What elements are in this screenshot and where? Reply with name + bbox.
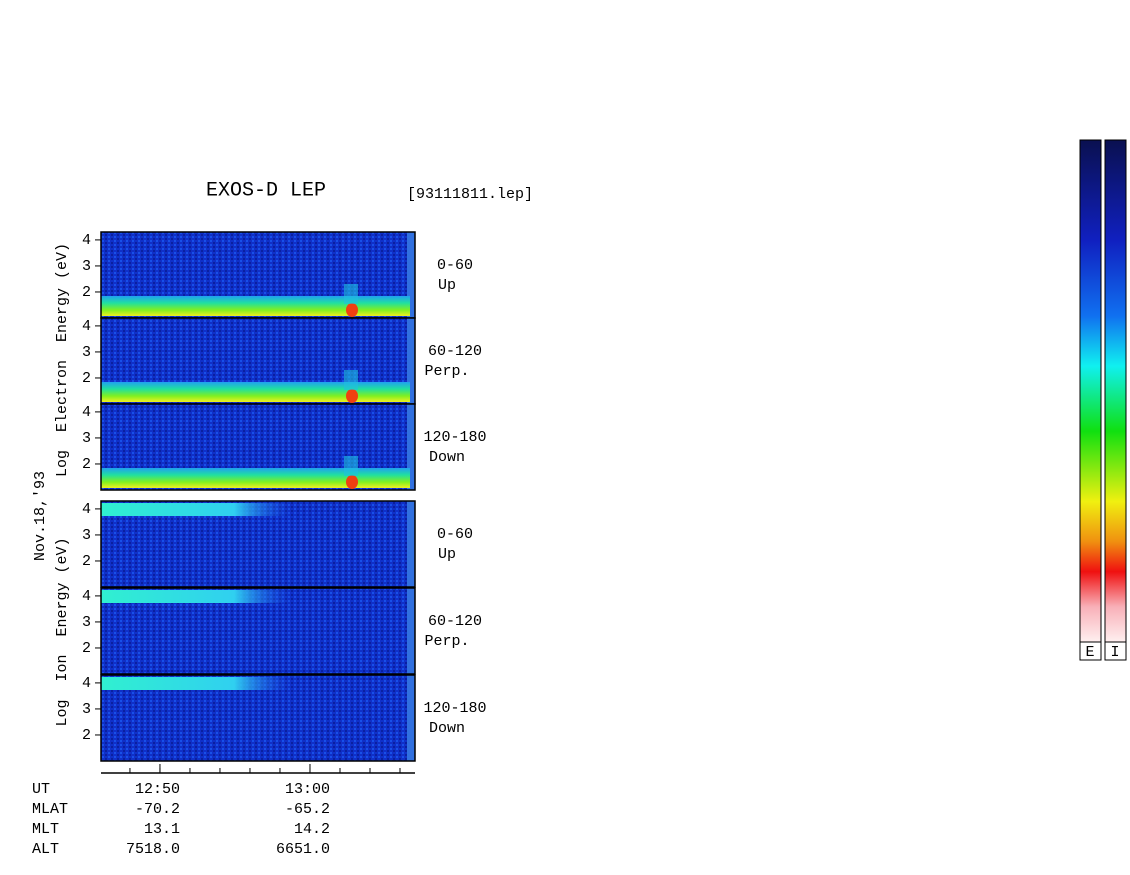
hotspot-column (344, 284, 358, 304)
ion-band (101, 503, 291, 516)
angle-label: 60-120 (428, 613, 482, 630)
y-tick-label: 3 (82, 701, 91, 718)
y-tick-label: 2 (82, 727, 91, 744)
row-label: MLAT (32, 801, 68, 818)
row-value: 14.2 (294, 821, 330, 838)
y-tick-label: 2 (82, 640, 91, 657)
ion-band (101, 677, 291, 690)
electron-band (101, 468, 410, 488)
x-tick-label: 12:50 (135, 781, 180, 798)
hotspot-column (344, 370, 358, 390)
electron-ylabel: Log Electron Energy (eV) (54, 243, 71, 477)
row-value: 7518.0 (126, 841, 180, 858)
y-tick-label: 3 (82, 430, 91, 447)
angle-label: 120-180 (423, 429, 486, 446)
y-tick-label: 3 (82, 344, 91, 361)
y-tick-label: 4 (82, 675, 91, 692)
y-tick-label: 4 (82, 318, 91, 335)
panel-frame (100, 500, 416, 588)
y-tick-label: 2 (82, 284, 91, 301)
y-tick-label: 4 (82, 588, 91, 605)
ion-band (101, 590, 291, 603)
colorbar-box (1079, 641, 1102, 661)
colorbar (1104, 139, 1127, 643)
spectrogram-edge (407, 318, 415, 404)
spectrogram-edge (407, 232, 415, 318)
y-tick-label: 3 (82, 614, 91, 631)
y-tick-label: 4 (82, 404, 91, 421)
hotspot-column (344, 456, 358, 476)
panel-frame (100, 674, 416, 762)
row-label: MLT (32, 821, 59, 838)
direction-label: Down (429, 720, 465, 737)
electron-band (101, 382, 410, 402)
file-name: [93111811.lep] (407, 186, 533, 203)
row-label: ALT (32, 841, 59, 858)
y-tick-label: 2 (82, 370, 91, 387)
spectrogram-edge (407, 675, 415, 761)
spectrogram-edge (407, 501, 415, 587)
colorbar (1079, 139, 1102, 643)
date: Nov.18,'93 (32, 471, 49, 561)
row-value: -70.2 (135, 801, 180, 818)
spectrogram-edge (407, 588, 415, 674)
direction-label: Up (438, 277, 456, 294)
direction-label: Up (438, 546, 456, 563)
ut-label: UT (32, 781, 50, 798)
hotspot (346, 475, 358, 489)
panel-frame (100, 587, 416, 675)
colorbar-label: I (1110, 644, 1119, 661)
y-tick-label: 4 (82, 501, 91, 518)
colorbars: E I (1079, 139, 1127, 661)
y-tick-label: 2 (82, 456, 91, 473)
angle-label: 60-120 (428, 343, 482, 360)
row-value: -65.2 (285, 801, 330, 818)
y-tick-label: 3 (82, 527, 91, 544)
ion-ylabel: Log Ion Energy (eV) (54, 537, 71, 726)
y-tick-label: 3 (82, 258, 91, 275)
colorbar-box (1104, 641, 1127, 661)
hotspot (346, 389, 358, 403)
y-tick-label: 4 (82, 232, 91, 249)
title: EXOS-D LEP (206, 179, 326, 202)
row-value: 6651.0 (276, 841, 330, 858)
row-value: 13.1 (144, 821, 180, 838)
x-tick-label: 13:00 (285, 781, 330, 798)
angle-label: 0-60 (437, 526, 473, 543)
direction-label: Perp. (424, 633, 469, 650)
direction-label: Down (429, 449, 465, 466)
electron-band (101, 296, 410, 316)
hotspot (346, 303, 358, 317)
panel-frame (100, 403, 416, 491)
direction-label: Perp. (424, 363, 469, 380)
y-tick-label: 2 (82, 553, 91, 570)
angle-label: 120-180 (423, 700, 486, 717)
spectrogram-edge (407, 404, 415, 490)
angle-label: 0-60 (437, 257, 473, 274)
colorbar-label: E (1085, 644, 1094, 661)
